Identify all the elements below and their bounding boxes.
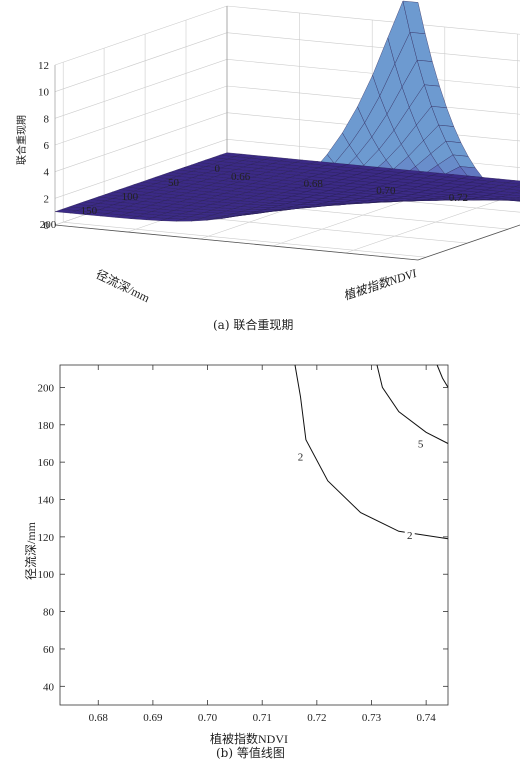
tick-labels: 0246810120501001502000.660.680.700.720.7… [38,60,468,232]
surface-cell [508,192,520,197]
tick-labels: 0.68 0.69 0.70 0.71 0.72 0.73 0.74 40 60 80 100 120… [38,365,448,724]
y-tick-label: 100 [38,569,55,581]
y-tick-label: 80 [43,607,55,619]
surface-cell [509,197,520,200]
contour-lines: 2 5 2 [294,364,449,542]
caption-a: (a) 联合重现期 [213,318,294,332]
x-tick-label: 0.72 [307,712,326,724]
y-tick-label: 50 [168,177,180,189]
surface-cell [507,186,520,191]
plot-frame [59,364,449,706]
x-tick-label: 0.68 [304,178,324,190]
y-tick-label: 160 [38,457,55,469]
y-tick-label: 100 [122,191,139,203]
contour-line [294,364,449,540]
contour-line [436,364,449,388]
x-axis-label: 植被指数NDVI [342,266,420,303]
contour-chart: 0.68 0.69 0.70 0.71 0.72 0.73 0.74 40 60 80 100 120… [24,364,449,746]
contour-line [376,364,449,444]
y-axis-label: 径流深/mm [94,267,153,305]
z-tick-label: 4 [44,167,50,179]
x-tick-label: 0.70 [198,712,218,724]
surface-cell [507,180,520,185]
contour-label-bg [415,436,426,450]
contour-label-bg [295,449,306,463]
z-tick-label: 8 [44,113,50,125]
x-tick-label: 0.72 [449,192,468,204]
x-tick-label: 0.68 [89,712,109,724]
y-tick-label: 0 [215,163,221,175]
x-tick-label: 0.73 [362,712,382,724]
y-gridline [62,62,427,258]
y-tick-label: 120 [38,532,55,544]
y-tick-label: 200 [40,219,57,231]
surface-chart: 0246810120501001502000.660.680.700.720.7… [15,0,520,305]
y-axis-label: 径流深/mm [24,521,38,580]
contour-label-bg [404,528,415,541]
z-gridline [54,32,520,92]
x-axis-label: 植被指数NDVI [210,731,288,746]
x-tick-label: 0.66 [231,171,251,183]
y-tick-label: 200 [38,382,55,394]
z-tick-label: 0 [44,220,50,232]
y-tick-label: 140 [38,495,55,507]
y-tick-label: 60 [43,644,55,656]
x-tick-label: 0.69 [143,712,163,724]
y-tick-label: 180 [38,420,55,432]
x-tick-label: 0.71 [253,712,272,724]
contour-label: 2 [298,452,304,464]
surface-cell [516,196,520,199]
caption-b: (b) 等值线图 [216,746,285,760]
z-gridline [54,58,520,119]
z-tick-label: 2 [44,193,50,205]
z-tick-label: 12 [38,60,49,72]
y-tick-label: 40 [43,681,55,693]
surface-cell [515,184,520,188]
z-axis-label: 联合重现期 [15,115,28,165]
z-tick-label: 6 [44,140,50,152]
front-axis [54,224,520,261]
surface-mesh [54,0,520,222]
z-gridline [54,5,520,66]
y-tick-label: 150 [81,205,98,217]
surface-cell [515,191,520,194]
x-tick-label: 0.74 [417,712,437,724]
contour-label: 5 [418,438,424,450]
z-tick-label: 10 [38,87,50,99]
x-tick-label: 0.70 [376,185,396,197]
contour-label: 2 [407,530,413,542]
